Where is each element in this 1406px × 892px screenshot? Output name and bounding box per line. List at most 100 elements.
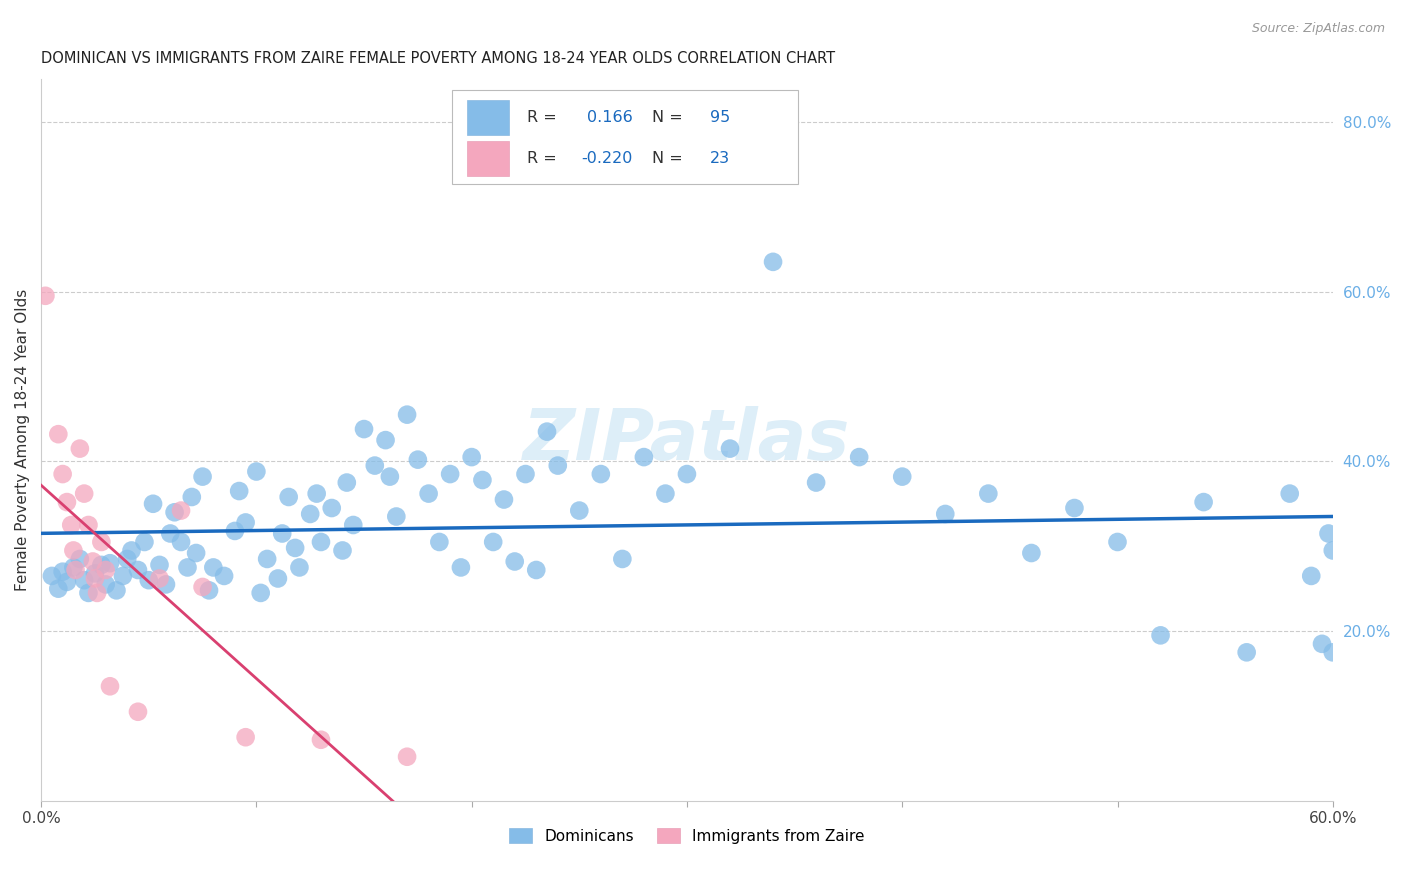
- Point: [41, 569, 63, 583]
- Point: [94, 577, 117, 591]
- Point: [98, 556, 121, 570]
- Point: [73, 486, 96, 500]
- Point: [180, 490, 202, 504]
- Point: [56, 495, 79, 509]
- FancyBboxPatch shape: [451, 90, 799, 184]
- Text: N =: N =: [652, 110, 688, 125]
- Point: [891, 469, 914, 483]
- Point: [321, 501, 343, 516]
- Point: [1278, 486, 1301, 500]
- Point: [224, 524, 246, 538]
- Point: [848, 450, 870, 464]
- Point: [524, 563, 547, 577]
- Point: [934, 507, 956, 521]
- Point: [105, 583, 128, 598]
- Point: [284, 541, 307, 555]
- Point: [163, 505, 186, 519]
- Point: [299, 507, 322, 521]
- Point: [305, 486, 328, 500]
- Legend: Dominicans, Immigrants from Zaire: Dominicans, Immigrants from Zaire: [509, 828, 865, 844]
- Text: ZIPatlas: ZIPatlas: [523, 406, 851, 475]
- Point: [52, 467, 75, 481]
- Point: [396, 408, 419, 422]
- Point: [271, 526, 294, 541]
- Point: [52, 565, 75, 579]
- Point: [1236, 645, 1258, 659]
- Text: -0.220: -0.220: [581, 152, 633, 166]
- Point: [176, 560, 198, 574]
- Point: [309, 535, 332, 549]
- Point: [977, 486, 1000, 500]
- Point: [589, 467, 612, 481]
- Point: [460, 450, 482, 464]
- Point: [235, 730, 257, 744]
- Point: [198, 583, 221, 598]
- Point: [77, 518, 100, 533]
- Text: 23: 23: [710, 152, 730, 166]
- Point: [127, 705, 149, 719]
- Point: [73, 573, 96, 587]
- Point: [90, 535, 112, 549]
- FancyBboxPatch shape: [467, 100, 509, 135]
- Point: [46, 582, 69, 596]
- Text: R =: R =: [527, 152, 561, 166]
- FancyBboxPatch shape: [467, 142, 509, 176]
- Point: [170, 503, 193, 517]
- Point: [804, 475, 827, 490]
- Point: [342, 518, 364, 533]
- Point: [1063, 501, 1085, 516]
- Point: [256, 552, 278, 566]
- Point: [86, 586, 108, 600]
- Point: [427, 535, 450, 549]
- Point: [170, 535, 193, 549]
- Point: [127, 563, 149, 577]
- Point: [69, 442, 91, 456]
- Text: R =: R =: [527, 110, 561, 125]
- Point: [336, 475, 359, 490]
- Point: [148, 558, 170, 572]
- Text: 95: 95: [710, 110, 731, 125]
- Point: [60, 518, 83, 533]
- Point: [515, 467, 537, 481]
- Point: [155, 577, 177, 591]
- Point: [547, 458, 569, 473]
- Text: 0.166: 0.166: [588, 110, 633, 125]
- Point: [34, 289, 56, 303]
- Point: [82, 554, 104, 568]
- Point: [1192, 495, 1215, 509]
- Text: N =: N =: [652, 152, 688, 166]
- Point: [159, 526, 181, 541]
- Point: [148, 572, 170, 586]
- Text: Source: ZipAtlas.com: Source: ZipAtlas.com: [1251, 22, 1385, 36]
- Point: [111, 569, 134, 583]
- Point: [90, 558, 112, 572]
- Point: [69, 552, 91, 566]
- Point: [1310, 637, 1333, 651]
- Point: [84, 572, 107, 586]
- Point: [1322, 543, 1344, 558]
- Text: DOMINICAN VS IMMIGRANTS FROM ZAIRE FEMALE POVERTY AMONG 18-24 YEAR OLDS CORRELAT: DOMINICAN VS IMMIGRANTS FROM ZAIRE FEMAL…: [41, 51, 835, 66]
- Point: [228, 483, 250, 498]
- Point: [471, 473, 494, 487]
- Point: [536, 425, 558, 439]
- Point: [191, 469, 214, 483]
- Point: [212, 569, 235, 583]
- Point: [77, 586, 100, 600]
- Point: [277, 490, 299, 504]
- Point: [633, 450, 655, 464]
- Point: [332, 543, 354, 558]
- Point: [202, 560, 225, 574]
- Point: [267, 572, 290, 586]
- Point: [309, 732, 332, 747]
- Point: [654, 486, 676, 500]
- Point: [1107, 535, 1129, 549]
- Point: [121, 543, 143, 558]
- Point: [191, 580, 214, 594]
- Point: [249, 586, 271, 600]
- Point: [84, 566, 107, 581]
- Point: [762, 255, 785, 269]
- Point: [374, 433, 396, 447]
- Point: [385, 509, 408, 524]
- Point: [115, 552, 138, 566]
- Point: [46, 427, 69, 442]
